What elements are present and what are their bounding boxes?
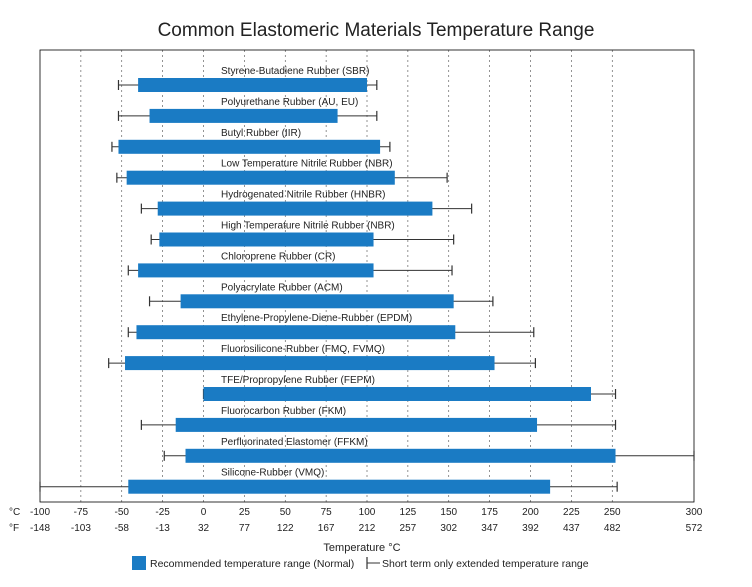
series-row: Styrene-Butadiene Rubber (SBR): [117, 66, 378, 92]
series-row: Butyl Rubber (IIR): [111, 128, 391, 154]
series-row: Hydrogenated Nitrile Rubber (HNBR): [140, 190, 473, 216]
series-label: Fluorosilicone-Rubber (FMQ, FVMQ): [221, 344, 385, 355]
tick-label-celsius: 100: [359, 507, 376, 518]
tick-label-fahrenheit: 32: [198, 523, 210, 534]
series-label: Hydrogenated Nitrile Rubber (HNBR): [221, 190, 386, 201]
recommended-range-bar: [159, 232, 374, 247]
series-row: High Temperature Nitrile Rubber (NBR): [150, 221, 455, 247]
tick-label-fahrenheit: 347: [481, 523, 498, 534]
recommended-range-bar: [138, 78, 367, 92]
series-label: Perfluorinated Elastomer (FFKM): [221, 437, 368, 448]
tick-label-celsius: 25: [239, 507, 251, 518]
tick-label-celsius: -50: [115, 507, 130, 518]
tick-label-celsius: -100: [30, 507, 50, 518]
tick-label-fahrenheit: -148: [30, 523, 50, 534]
series-label: Polyacrylate Rubber (ACM): [221, 282, 343, 293]
recommended-range-bar: [175, 417, 538, 432]
tick-label-fahrenheit: 257: [400, 523, 417, 534]
tick-label-fahrenheit: 122: [277, 523, 294, 534]
series-row: Polyacrylate Rubber (ACM): [148, 282, 494, 309]
series-label: Polyurethane Rubber (AU, EU): [221, 97, 358, 108]
recommended-range-bar: [180, 294, 454, 309]
bars: Styrene-Butadiene Rubber (SBR) Polyuretha…: [39, 66, 695, 494]
tick-label-celsius: 225: [563, 507, 580, 518]
tick-label-celsius: 50: [280, 507, 292, 518]
tick-label-fahrenheit: -58: [115, 523, 130, 534]
tick-label-celsius: 150: [440, 507, 457, 518]
legend: Recommended temperature range (Normal) S…: [132, 556, 589, 570]
series-row: Low Temperature Nitrile Rubber (NBR): [116, 159, 448, 185]
series-label: Styrene-Butadiene Rubber (SBR): [221, 66, 369, 77]
tick-label-fahrenheit: 572: [686, 523, 703, 534]
unit-celsius-label: °C: [9, 507, 20, 518]
series-label: TFE/Propropylene Rubber (FEPM): [221, 375, 375, 386]
series-row: Polyurethane Rubber (AU, EU): [117, 97, 378, 123]
tick-label-celsius: -25: [155, 507, 170, 518]
series-label: Ethylene-Propylene-Diene-Rubber (EPDM): [221, 313, 412, 324]
tick-label-celsius: 125: [400, 507, 417, 518]
tick-label-fahrenheit: 392: [522, 523, 539, 534]
series-label: Silicone-Rubber (VMQ): [221, 468, 324, 479]
legend-swatch-recommended: [132, 556, 146, 570]
tick-label-fahrenheit: -13: [155, 523, 170, 534]
tick-label-celsius: 0: [201, 507, 207, 518]
series-row: Chloroprene Rubber (CR): [127, 251, 453, 278]
chart-title: Common Elastomeric Materials Temperature…: [157, 20, 595, 41]
x-axis-label: Temperature °C: [323, 542, 400, 554]
series-label: High Temperature Nitrile Rubber (NBR): [221, 221, 395, 232]
series-label: Chloroprene Rubber (CR): [221, 251, 336, 262]
tick-labels: -100 -148 -75 -103 -50 -58 -25 -13 0 32 25 77 50 122 7…: [30, 507, 703, 534]
legend-extended-label: Short term only extended temperature ran…: [382, 558, 589, 570]
tick-label-celsius: 175: [481, 507, 498, 518]
recommended-range-bar: [149, 108, 338, 123]
recommended-range-bar: [118, 139, 381, 154]
tick-label-celsius: 75: [321, 507, 333, 518]
plot-frame: [39, 49, 695, 503]
recommended-range-bar: [185, 448, 616, 463]
tick-label-celsius: 250: [604, 507, 621, 518]
recommended-range-bar: [125, 356, 495, 371]
tick-label-fahrenheit: 77: [239, 523, 251, 534]
tick-label-celsius: 200: [522, 507, 539, 518]
legend-whisker-icon: [366, 557, 380, 569]
series-row: Fluorosilicone-Rubber (FMQ, FVMQ): [108, 344, 537, 371]
series-label: Fluorocarbon Rubber (FKM): [221, 406, 346, 417]
series-row: Ethylene-Propylene-Diene-Rubber (EPDM): [127, 313, 535, 340]
series-label: Low Temperature Nitrile Rubber (NBR): [221, 159, 393, 170]
series-row: Fluorocarbon Rubber (FKM): [140, 406, 617, 432]
series-label: Butyl Rubber (IIR): [221, 128, 301, 139]
recommended-range-bar: [203, 387, 591, 401]
tick-label-fahrenheit: 437: [563, 523, 580, 534]
recommended-range-bar: [138, 263, 374, 278]
tick-label-fahrenheit: -103: [71, 523, 91, 534]
tick-label-celsius: 300: [686, 507, 703, 518]
recommended-range-bar: [128, 479, 551, 494]
tick-label-fahrenheit: 167: [318, 523, 335, 534]
tick-label-fahrenheit: 212: [359, 523, 376, 534]
tick-label-celsius: -75: [74, 507, 89, 518]
recommended-range-bar: [126, 170, 395, 185]
tick-label-fahrenheit: 482: [604, 523, 621, 534]
recommended-range-bar: [157, 201, 433, 216]
series-row: Silicone-Rubber (VMQ): [39, 468, 618, 494]
recommended-range-bar: [136, 325, 456, 340]
tick-label-fahrenheit: 302: [440, 523, 457, 534]
legend-recommended-label: Recommended temperature range (Normal): [150, 558, 354, 570]
series-row: Perfluorinated Elastomer (FFKM): [163, 437, 695, 463]
unit-fahrenheit-label: °F: [9, 523, 19, 534]
series-row: TFE/Propropylene Rubber (FEPM): [202, 375, 617, 401]
